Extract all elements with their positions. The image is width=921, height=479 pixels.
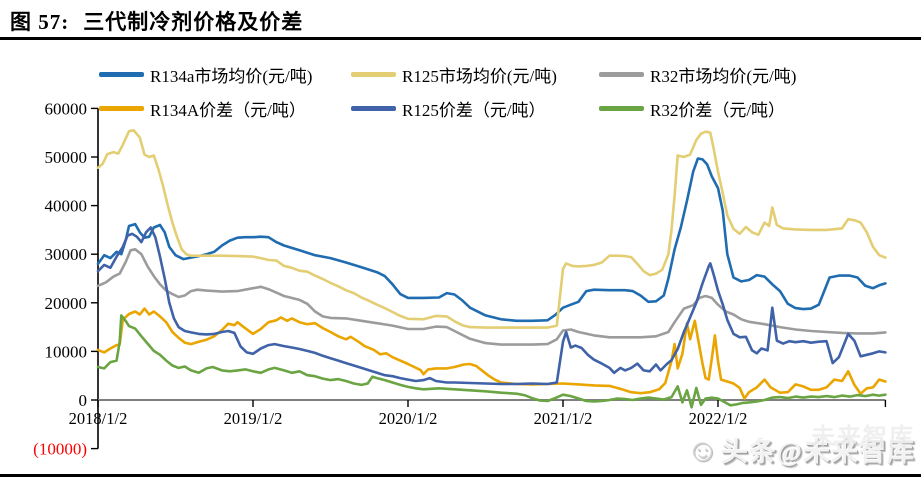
chart-legend: R134a市场均价(元/吨) R125市场均价(元/吨) R32市场均价(元/吨) R…: [99, 57, 839, 125]
x-axis-tick-label: 2018/1/2: [69, 409, 128, 428]
y-axis-tick-label: (10000): [33, 440, 87, 459]
legend-item-4: R125价差（元/吨）: [351, 96, 599, 121]
legend-label: R125市场均价(元/吨): [402, 66, 557, 86]
legend-label: R134a市场均价(元/吨): [150, 66, 313, 86]
title-divider: [0, 37, 921, 40]
x-axis-tick-label: 2020/1/2: [379, 409, 438, 428]
y-axis-tick-label: 60000: [45, 99, 88, 118]
legend-swatch-icon: [351, 71, 396, 77]
series-line-4: [96, 226, 887, 386]
legend-label: R134A价差（元/吨）: [150, 100, 306, 120]
legend-swatch-icon: [99, 71, 144, 77]
legend-label: R32价差（元/吨）: [650, 100, 786, 120]
figure-title: 图 57: 三代制冷剂价格及价差: [10, 6, 303, 36]
y-axis-tick-label: 20000: [45, 294, 88, 313]
x-axis-tick-label: 2021/1/2: [534, 409, 593, 428]
y-axis-tick-label: 10000: [45, 342, 88, 361]
series-line-0: [96, 157, 887, 323]
x-axis-tick-label: 2019/1/2: [224, 409, 283, 428]
series-line-3: [96, 307, 887, 400]
legend-swatch-icon: [99, 105, 144, 111]
series-line-2: [96, 248, 887, 346]
legend-swatch-icon: [351, 105, 396, 111]
legend-item-5: R32价差（元/吨）: [599, 96, 839, 121]
legend-row-1: R134a市场均价(元/吨) R125市场均价(元/吨) R32市场均价(元/吨): [99, 57, 839, 91]
legend-item-0: R134a市场均价(元/吨): [99, 62, 351, 87]
figure-title-text: 三代制冷剂价格及价差: [83, 10, 304, 34]
legend-swatch-icon: [599, 71, 644, 77]
legend-label: R32市场均价(元/吨): [650, 66, 797, 86]
legend-label: R125价差（元/吨）: [402, 100, 546, 120]
legend-item-3: R134A价差（元/吨）: [99, 96, 351, 121]
legend-item-1: R125市场均价(元/吨): [351, 62, 599, 87]
bottom-divider: [0, 474, 921, 477]
legend-swatch-icon: [599, 105, 644, 111]
legend-item-2: R32市场均价(元/吨): [599, 62, 839, 87]
figure-number: 图 57:: [10, 10, 70, 34]
series-line-5: [96, 314, 887, 409]
legend-row-2: R134A价差（元/吨） R125价差（元/吨） R32价差（元/吨）: [99, 91, 839, 125]
y-axis-tick-label: 50000: [45, 148, 88, 167]
y-axis-tick-label: 30000: [45, 245, 88, 264]
y-axis-tick-label: 0: [79, 391, 88, 410]
series-line-1: [96, 129, 887, 329]
y-axis-tick-label: 40000: [45, 197, 88, 216]
x-axis-tick-label: 2022/1/2: [689, 409, 748, 428]
